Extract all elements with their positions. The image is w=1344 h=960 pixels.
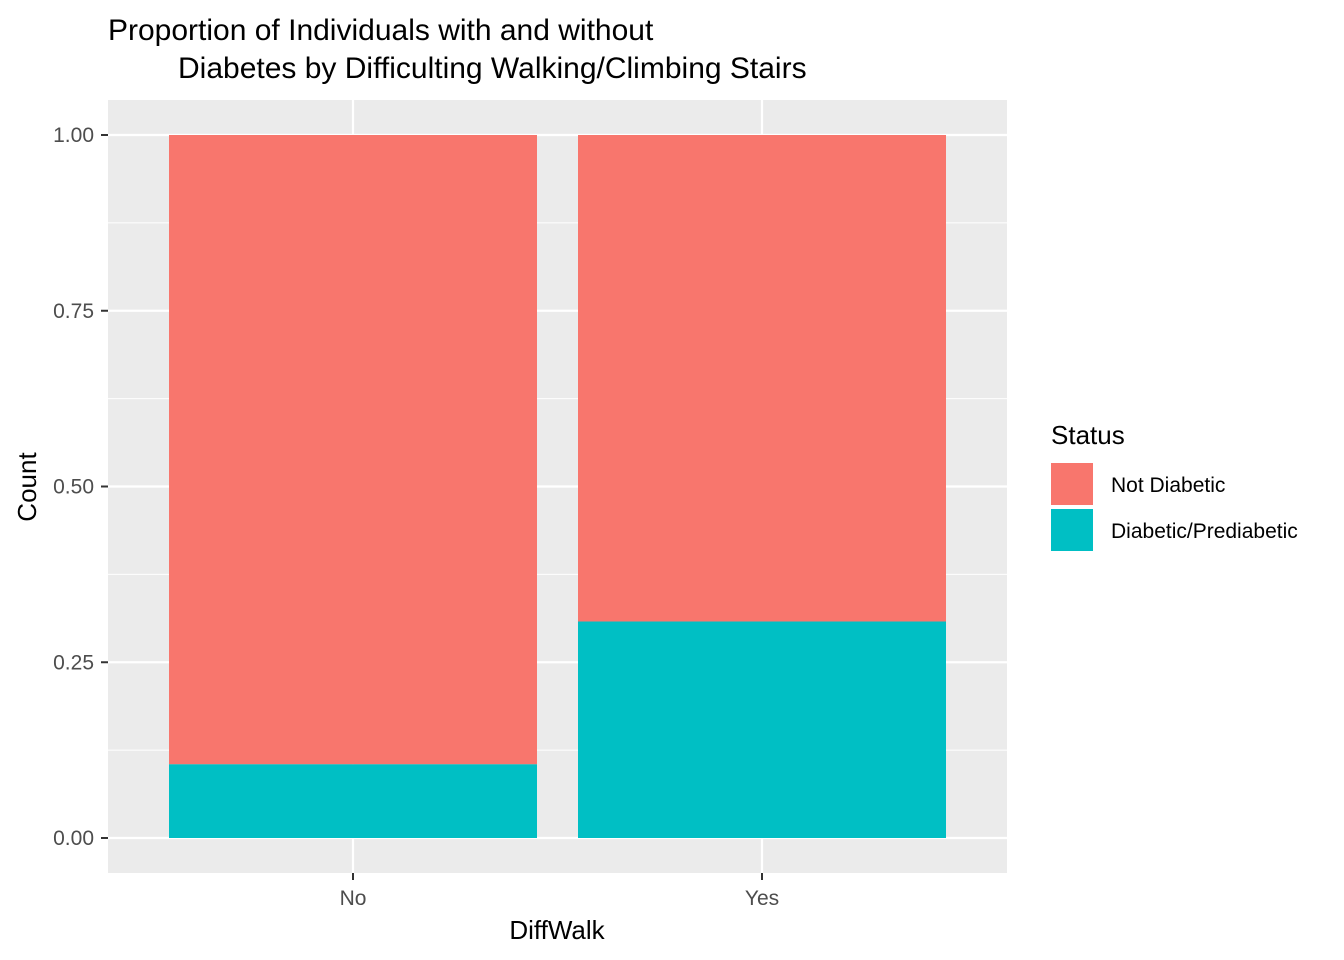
legend-label: Diabetic/Prediabetic (1111, 520, 1298, 543)
bars (169, 135, 946, 838)
y-tick-label: 1.00 (53, 124, 94, 147)
chart-title-line-1: Proportion of Individuals with and witho… (108, 14, 654, 47)
x-tick-label: Yes (745, 887, 779, 910)
bar-yes-diabetic-prediabetic (578, 621, 946, 838)
chart-title-line-2: Diabetes by Difficulting Walking/Climbin… (178, 52, 807, 85)
bar-no-diabetic-prediabetic (169, 764, 537, 838)
x-tick-label: No (340, 887, 367, 910)
legend: Status Not Diabetic Diabetic/Prediabetic (1051, 420, 1298, 551)
x-axis: No Yes (340, 873, 779, 910)
y-axis: 0.00 0.25 0.50 0.75 1.00 (53, 124, 108, 850)
legend-label: Not Diabetic (1111, 474, 1225, 497)
legend-key (1051, 463, 1093, 505)
bar-yes-not-diabetic (578, 135, 946, 622)
x-axis-title: DiffWalk (509, 915, 605, 945)
y-tick-label: 0.75 (53, 300, 94, 323)
y-tick-label: 0.00 (53, 827, 94, 850)
y-tick-label: 0.50 (53, 476, 94, 499)
legend-title: Status (1051, 420, 1125, 450)
bar-no-not-diabetic (169, 135, 537, 765)
legend-entries: Not Diabetic Diabetic/Prediabetic (1051, 463, 1298, 551)
plot-panel (108, 100, 1007, 873)
y-tick-label: 0.25 (53, 651, 94, 674)
y-axis-title: Count (12, 452, 42, 522)
legend-key (1051, 509, 1093, 551)
